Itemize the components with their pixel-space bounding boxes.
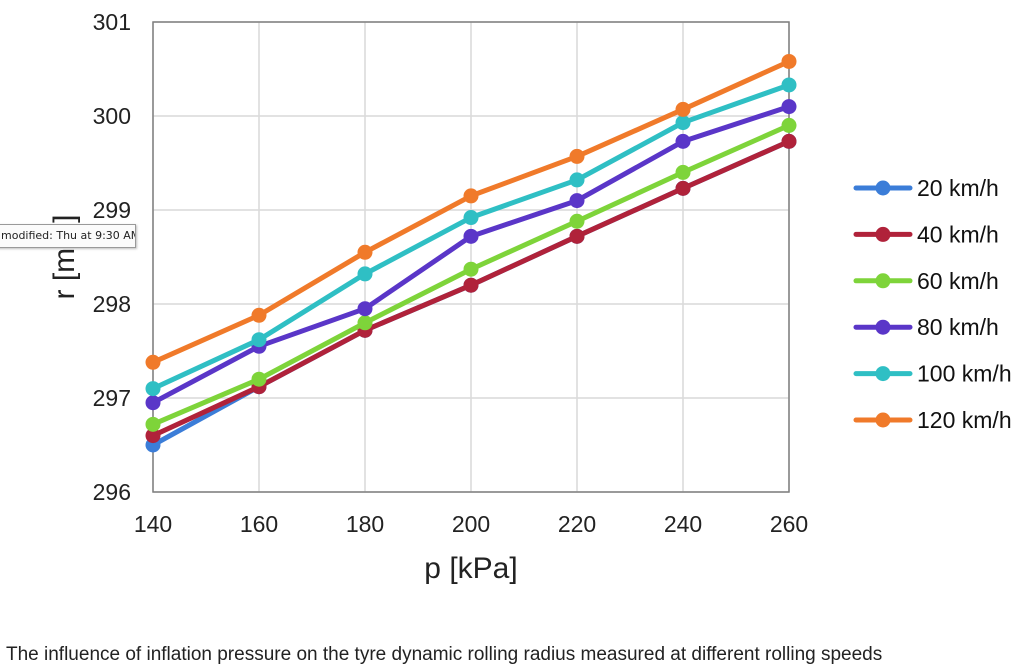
data-point [569,148,585,164]
data-point [357,266,373,282]
legend-item: 100 km/h [853,361,1012,387]
series-100-km-h [145,77,797,397]
data-point [145,381,161,397]
y-tick-label: 296 [93,479,131,505]
legend-label: 80 km/h [917,314,999,340]
series-lines [145,53,797,453]
data-point [357,315,373,331]
figure-caption: The influence of inflation pressure on t… [6,644,883,665]
x-tick-label: 180 [346,511,384,537]
file-modified-tooltip: modified: Thu at 9:30 AM [0,224,136,248]
x-tick-label: 200 [452,511,490,537]
y-tick-label: 299 [93,197,131,223]
series-60-km-h [145,117,797,432]
x-axis-ticks: 140 160 180 200 220 240 260 [134,511,808,537]
legend-item: 40 km/h [853,221,999,247]
legend-label: 100 km/h [917,361,1012,387]
data-point [251,332,267,348]
x-tick-label: 160 [240,511,278,537]
data-point [675,180,691,196]
legend-swatch-marker [875,226,891,242]
y-tick-label: 297 [93,385,131,411]
legend-item: 20 km/h [853,175,999,201]
x-tick-label: 220 [558,511,596,537]
data-point [145,395,161,411]
x-tick-label: 240 [664,511,702,537]
data-point [357,244,373,260]
data-point [463,188,479,204]
data-point [781,53,797,69]
data-point [463,210,479,226]
y-tick-label: 298 [93,291,131,317]
data-point [675,133,691,149]
legend-swatch-marker [875,319,891,335]
data-point [569,228,585,244]
y-tick-label: 301 [93,9,131,35]
legend-label: 120 km/h [917,407,1012,433]
data-point [463,277,479,293]
data-point [569,172,585,188]
legend-label: 60 km/h [917,268,999,294]
data-point [357,301,373,317]
legend-swatch-marker [875,273,891,289]
data-point [781,133,797,149]
legend: 20 km/h 40 km/h 60 km/h 80 km/h 100 km/h 120 … [853,175,1012,433]
y-axis-ticks: 296 297 298 299 300 301 [93,9,131,505]
legend-label: 40 km/h [917,221,999,247]
legend-swatch-marker [875,366,891,382]
legend-item: 120 km/h [853,407,1012,433]
line-chart: 140 160 180 200 220 240 260 296 297 298 299 300 301… [48,9,1012,585]
legend-swatch-marker [875,412,891,428]
x-tick-label: 260 [770,511,808,537]
data-point [251,307,267,323]
legend-swatch-marker [875,180,891,196]
data-point [463,228,479,244]
data-point [675,101,691,117]
data-point [251,371,267,387]
x-axis-title: p [kPa] [424,552,517,585]
data-point [569,213,585,229]
y-tick-label: 300 [93,103,131,129]
data-point [463,261,479,277]
grid-lines [152,21,790,493]
plot-area-frame [152,21,790,493]
series-120-km-h [145,53,797,370]
data-point [145,354,161,370]
data-point [145,428,161,444]
data-point [781,99,797,115]
data-point [781,117,797,133]
data-point [569,193,585,209]
data-point [781,77,797,93]
legend-label: 20 km/h [917,175,999,201]
legend-item: 80 km/h [853,314,999,340]
data-point [145,416,161,432]
legend-item: 60 km/h [853,268,999,294]
data-point [675,115,691,131]
x-tick-label: 140 [134,511,172,537]
data-point [675,164,691,180]
